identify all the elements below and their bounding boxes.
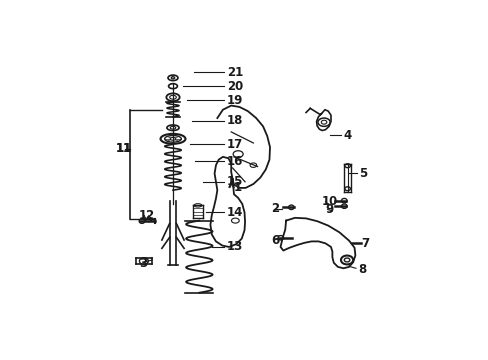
Text: 11: 11 — [116, 142, 132, 155]
Text: 9: 9 — [324, 203, 332, 216]
Text: 2: 2 — [271, 202, 279, 215]
Text: 13: 13 — [226, 240, 243, 253]
Text: 8: 8 — [358, 262, 366, 276]
Text: 1: 1 — [233, 181, 241, 194]
Text: 4: 4 — [343, 129, 351, 142]
Text: 5: 5 — [358, 167, 366, 180]
Text: 7: 7 — [361, 237, 369, 250]
Text: 10: 10 — [322, 195, 338, 208]
Text: 19: 19 — [226, 94, 243, 107]
Text: 14: 14 — [226, 206, 243, 219]
Text: 15: 15 — [226, 175, 243, 188]
Text: 11: 11 — [116, 142, 132, 155]
Text: 17: 17 — [226, 138, 243, 151]
Text: 3: 3 — [139, 257, 147, 270]
Text: 12: 12 — [139, 209, 155, 222]
Text: 16: 16 — [226, 154, 243, 167]
Text: 20: 20 — [226, 80, 243, 93]
Text: 21: 21 — [226, 66, 243, 79]
Text: 6: 6 — [271, 234, 279, 247]
Text: 18: 18 — [226, 114, 243, 127]
